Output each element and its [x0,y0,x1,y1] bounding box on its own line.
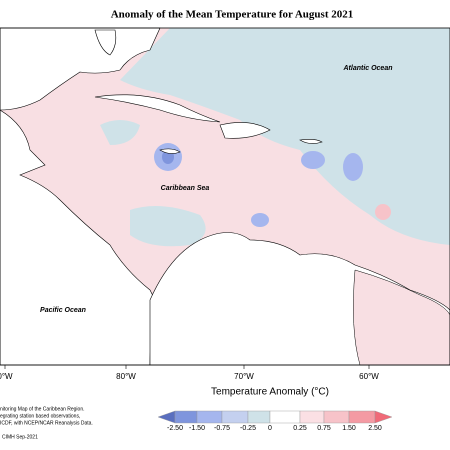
land [94,94,221,123]
colorbar-tick: 2.50 [368,425,382,432]
land [299,139,323,144]
anomaly-cool [301,151,325,169]
land-anomaly [353,269,450,366]
colorbar-tick: 1.50 [342,425,356,432]
colorbar-bin [174,410,198,424]
longitude-label: 0°W [0,372,13,381]
colorbar-bin [348,410,376,424]
anomaly-cool [251,213,269,227]
anomaly-cool [130,206,206,247]
longitude-axis: 0°W 80°W 70°W 60°W [0,365,379,381]
ocean-label: Caribbean Sea [161,185,210,192]
colorbar-arrow [157,410,176,424]
credit: CIMH Sep-2021 [2,434,38,440]
colorbar-tick: -2.50 [167,425,183,432]
ocean-label: Pacific Ocean [40,307,86,314]
colorbar-tick: 0.25 [293,425,307,432]
colorbar: -2.50 -1.50 -0.75 -0.25 0 0.25 0.75 1.50 2.50 [157,410,393,432]
title: Anomaly of the Mean Temperature for Augu… [111,9,354,21]
note-line: ICDF, with NCEP/NCAR Reanalysis Data. [0,420,93,426]
land [219,122,271,139]
map: Atlantic Ocean Caribbean Sea Pacific Oce… [0,27,450,366]
legend-title: Temperature Anomaly (°C) [211,387,329,398]
colorbar-bin [323,410,350,424]
colorbar-bin [269,410,301,424]
colorbar-bin [247,410,271,424]
anomaly-cool [100,120,140,145]
longitude-label: 70°W [234,372,254,381]
colorbar-tick: -0.75 [214,425,230,432]
anomaly-cool [343,153,363,181]
land [94,29,117,56]
notes: nitoring Map of the Caribbean Region.egr… [0,406,93,426]
ocean-label: Atlantic Ocean [342,65,392,72]
longitude-label: 60°W [359,372,379,381]
anomaly-warm [375,204,391,220]
note-line: egrating station based observations, [0,413,80,419]
land [0,27,161,111]
note-line: nitoring Map of the Caribbean Region. [0,406,85,412]
anomaly-cool [120,28,450,245]
land [159,148,181,154]
colorbar-bin [196,410,223,424]
map-frame [0,27,450,366]
colorbar-arrow [374,410,393,424]
colorbar-bin [299,410,325,424]
colorbar-tick: 0.75 [317,425,331,432]
colorbar-tick: 0 [268,425,272,432]
longitude-label: 80°W [116,372,136,381]
colorbar-tick: -0.25 [240,425,256,432]
colorbar-bin [221,410,249,424]
colorbar-tick: -1.50 [189,425,205,432]
